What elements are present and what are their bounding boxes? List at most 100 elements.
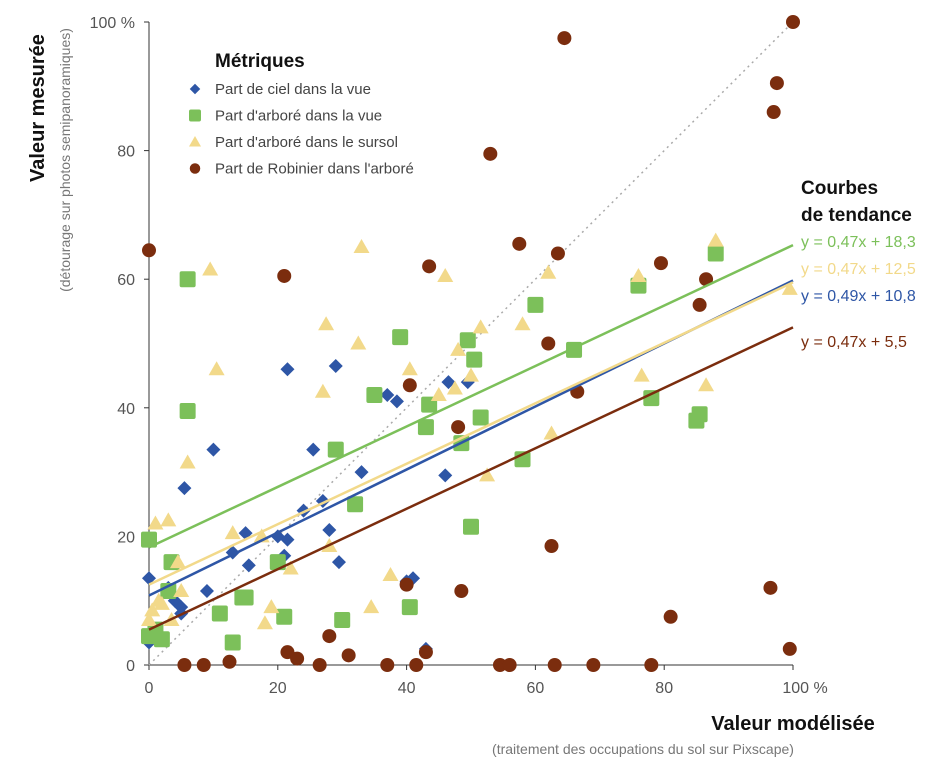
data-point-circle bbox=[644, 658, 659, 672]
data-point-triangle bbox=[256, 615, 273, 630]
y-tick-label: 60 bbox=[117, 272, 135, 289]
data-point-triangle bbox=[208, 361, 225, 376]
data-point-square bbox=[153, 631, 170, 648]
trend-equation-label: y = 0,49x + 10,8 bbox=[801, 288, 916, 305]
data-point-triangle bbox=[173, 583, 190, 598]
x-tick-label: 60 bbox=[527, 680, 545, 697]
data-point-square bbox=[527, 296, 544, 313]
data-point-triangle bbox=[153, 595, 170, 610]
legend-label: Part d'arboré dans la vue bbox=[215, 108, 382, 125]
data-point-triangle bbox=[472, 319, 489, 334]
data-point-circle bbox=[541, 336, 556, 351]
y-tick-label: 20 bbox=[117, 529, 135, 546]
data-point-square bbox=[459, 332, 476, 349]
data-point-circle bbox=[341, 648, 356, 663]
data-point-triangle bbox=[141, 611, 157, 626]
data-point-circle bbox=[177, 658, 192, 672]
data-point-square bbox=[401, 599, 418, 616]
data-point-square bbox=[463, 518, 479, 535]
data-point-square bbox=[327, 441, 344, 458]
y-tick-label: 100 % bbox=[90, 15, 135, 32]
x-tick-label: 0 bbox=[145, 680, 154, 697]
data-point-square bbox=[472, 409, 489, 426]
trend-line bbox=[148, 243, 794, 549]
data-point-circle bbox=[451, 420, 466, 435]
legend-title: Métriques bbox=[215, 51, 305, 72]
legend-label: Part de ciel dans la vue bbox=[215, 81, 371, 98]
data-point-circle bbox=[550, 246, 565, 261]
x-tick-label: 100 % bbox=[782, 680, 827, 697]
data-point-circle bbox=[557, 31, 572, 46]
data-point-diamond bbox=[328, 359, 343, 374]
y-tick-label: 80 bbox=[117, 144, 135, 161]
data-point-triangle bbox=[543, 425, 560, 440]
trend-equation-label: y = 0,47x + 5,5 bbox=[801, 334, 907, 351]
data-point-triangle bbox=[169, 554, 186, 569]
data-point-circle bbox=[312, 658, 327, 672]
data-point-circle bbox=[402, 378, 417, 393]
data-point-circle bbox=[663, 609, 678, 624]
legend-marker-diamond bbox=[189, 83, 201, 95]
data-point-triangle bbox=[363, 599, 380, 614]
data-point-circle bbox=[769, 76, 784, 91]
data-point-diamond bbox=[199, 584, 214, 599]
data-point-square bbox=[366, 386, 383, 403]
x-axis-subtitle: (traitement des occupations du sol sur P… bbox=[492, 741, 794, 757]
trend-line bbox=[148, 281, 794, 586]
data-point-circle bbox=[586, 658, 601, 672]
data-point-triangle bbox=[353, 239, 370, 254]
trend-title-line-2: de tendance bbox=[801, 205, 912, 226]
data-point-square bbox=[179, 271, 196, 288]
data-point-circle bbox=[492, 658, 507, 672]
data-point-circle bbox=[786, 15, 800, 29]
data-point-diamond bbox=[280, 532, 295, 547]
data-point-square bbox=[347, 496, 364, 513]
data-point-square bbox=[211, 605, 228, 622]
data-point-triangle bbox=[160, 512, 177, 527]
data-point-triangle bbox=[179, 454, 196, 469]
data-point-diamond bbox=[441, 375, 456, 390]
trend-equation-label: y = 0,47x + 18,3 bbox=[801, 234, 916, 251]
data-point-circle bbox=[322, 629, 337, 644]
data-point-square bbox=[237, 589, 254, 606]
data-point-square bbox=[643, 390, 660, 407]
legend: Part de ciel dans la vue Part d'arboré da… bbox=[189, 81, 414, 178]
data-point-triangle bbox=[147, 515, 164, 530]
data-point-diamond bbox=[354, 465, 369, 480]
data-point-circle bbox=[699, 272, 714, 287]
data-point-triangle bbox=[282, 560, 299, 575]
data-point-circle bbox=[142, 243, 156, 258]
legend-label: Part de Robinier dans l'arboré bbox=[215, 161, 414, 178]
data-point-circle bbox=[454, 584, 469, 599]
data-point-triangle bbox=[430, 386, 447, 401]
data-point-circle bbox=[222, 654, 237, 669]
y-axis-subtitle: (détourage sur photos semipanoramiques) bbox=[57, 28, 73, 292]
data-point-circle bbox=[547, 658, 562, 672]
data-point-triangle bbox=[698, 377, 715, 392]
x-tick-label: 20 bbox=[269, 680, 287, 697]
data-point-circle bbox=[418, 645, 433, 660]
data-point-circle bbox=[544, 539, 559, 554]
data-point-diamond bbox=[322, 522, 337, 537]
x-tick-label: 80 bbox=[655, 680, 673, 697]
data-point-circle bbox=[502, 658, 517, 672]
data-point-diamond bbox=[389, 394, 404, 409]
data-point-triangle bbox=[401, 361, 418, 376]
trend-title-line-1: Courbes bbox=[801, 178, 878, 199]
data-point-triangle bbox=[144, 602, 161, 617]
data-point-circle bbox=[380, 658, 395, 672]
data-point-circle bbox=[196, 658, 211, 672]
data-point-diamond bbox=[177, 481, 192, 496]
data-point-square bbox=[466, 351, 483, 368]
x-tick-label: 40 bbox=[398, 680, 416, 697]
data-point-diamond bbox=[380, 387, 395, 402]
data-point-diamond bbox=[331, 555, 346, 570]
data-point-circle bbox=[512, 236, 527, 251]
data-point-triangle bbox=[781, 280, 798, 295]
data-point-diamond bbox=[438, 468, 453, 483]
data-point-circle bbox=[409, 658, 424, 672]
legend-marker-circle bbox=[189, 163, 201, 174]
trend-line bbox=[148, 326, 794, 631]
data-point-triangle bbox=[446, 380, 463, 395]
